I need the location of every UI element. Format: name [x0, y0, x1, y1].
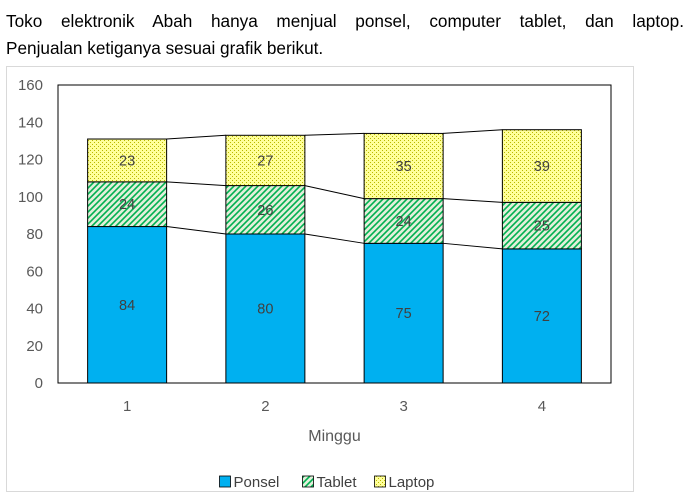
y-tick-label: 0 [35, 375, 43, 392]
series-line [166, 181, 226, 187]
x-tick-label: 2 [261, 398, 269, 415]
legend-swatch-tablet [302, 475, 314, 488]
bar-tablet-3 [363, 198, 444, 244]
bar-ponsel-4 [501, 248, 582, 384]
bar-tablet-2 [225, 185, 306, 235]
x-tick-label: 1 [123, 398, 131, 415]
x-tick-label: 4 [538, 398, 546, 415]
question-line-2: Penjualan ketiganya sesuai grafik beriku… [6, 38, 324, 58]
data-label-ponsel-1: 84 [119, 298, 135, 314]
series-line [304, 185, 365, 200]
bar-ponsel-2 [225, 233, 306, 384]
legend-label-laptop: Laptop [389, 474, 435, 491]
data-label-laptop-1: 23 [119, 153, 135, 169]
y-tick-label: 20 [26, 338, 43, 355]
y-tick-label: 160 [18, 77, 43, 94]
x-axis-title: Minggu [308, 428, 360, 445]
bar-ponsel-1 [87, 226, 168, 384]
bar-laptop-3 [363, 132, 444, 200]
data-label-ponsel-2: 80 [257, 302, 273, 318]
y-tick-label: 80 [26, 226, 43, 243]
series-line [166, 226, 226, 235]
y-tick-label: 100 [18, 189, 43, 206]
series-line [304, 233, 365, 244]
data-label-laptop-4: 39 [534, 159, 550, 175]
data-label-ponsel-3: 75 [396, 306, 412, 322]
bar-tablet-1 [87, 181, 168, 228]
question-text: Toko elektronik Abah hanya menjual ponse… [6, 8, 684, 62]
data-label-tablet-1: 24 [119, 197, 135, 213]
data-label-tablet-4: 25 [534, 219, 550, 235]
y-tick-label: 120 [18, 152, 43, 169]
legend-swatch-laptop [374, 475, 386, 488]
question-line-1: Toko elektronik Abah hanya menjual ponse… [6, 11, 684, 31]
series-line [443, 129, 503, 134]
x-tick-label: 3 [399, 398, 407, 415]
y-tick-label: 60 [26, 263, 43, 280]
legend-label-ponsel: Ponsel [234, 474, 280, 491]
data-label-tablet-3: 24 [396, 214, 412, 230]
series-line [304, 132, 365, 136]
data-label-laptop-2: 27 [257, 153, 273, 169]
series-line [166, 134, 226, 140]
bar-laptop-1 [87, 138, 168, 183]
plot-area-border [57, 84, 612, 384]
bar-laptop-4 [501, 129, 582, 203]
legend-swatch-ponsel [219, 475, 231, 488]
y-tick-label: 40 [26, 301, 43, 318]
series-line [443, 198, 503, 203]
series-line [443, 242, 503, 250]
data-label-ponsel-4: 72 [534, 309, 550, 325]
y-tick-label: 140 [18, 114, 43, 131]
data-label-laptop-3: 35 [396, 159, 412, 175]
data-label-tablet-2: 26 [257, 203, 273, 219]
legend-label-tablet: Tablet [317, 474, 358, 491]
bar-laptop-2 [225, 134, 306, 187]
